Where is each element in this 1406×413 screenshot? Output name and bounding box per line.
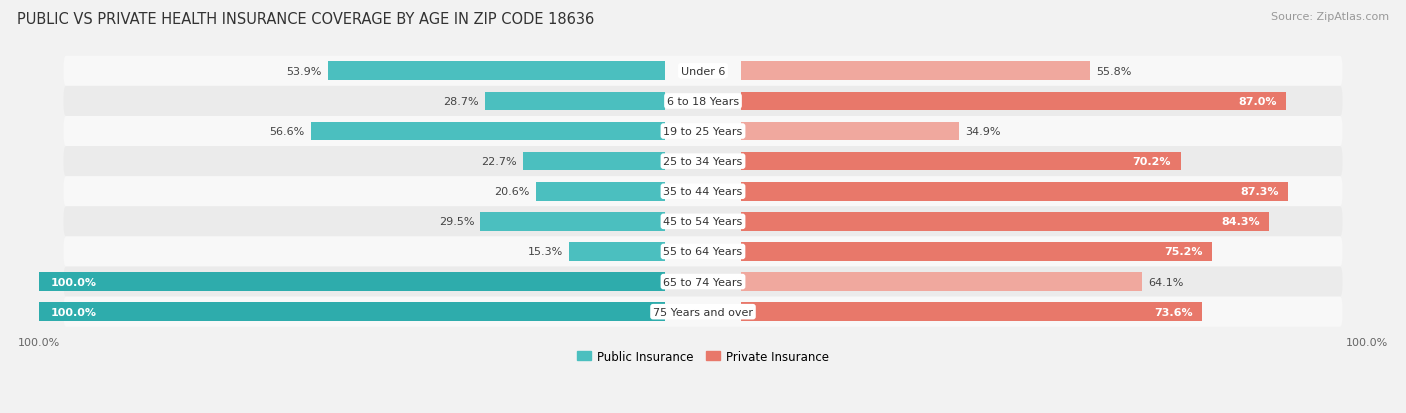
FancyBboxPatch shape — [63, 87, 1343, 117]
Text: 28.7%: 28.7% — [444, 97, 479, 107]
Bar — [741, 303, 1202, 321]
Bar — [485, 93, 665, 111]
Bar — [741, 62, 1091, 81]
Bar — [38, 303, 665, 321]
FancyBboxPatch shape — [63, 117, 1343, 147]
FancyBboxPatch shape — [63, 237, 1343, 267]
Bar — [536, 183, 665, 201]
Text: PUBLIC VS PRIVATE HEALTH INSURANCE COVERAGE BY AGE IN ZIP CODE 18636: PUBLIC VS PRIVATE HEALTH INSURANCE COVER… — [17, 12, 595, 27]
Bar — [38, 273, 665, 291]
Text: 100.0%: 100.0% — [51, 277, 97, 287]
Text: 55 to 64 Years: 55 to 64 Years — [664, 247, 742, 257]
Bar — [741, 93, 1286, 111]
Text: Under 6: Under 6 — [681, 66, 725, 77]
Text: 53.9%: 53.9% — [285, 66, 321, 77]
Text: 35 to 44 Years: 35 to 44 Years — [664, 187, 742, 197]
Bar — [569, 242, 665, 261]
Bar — [328, 62, 665, 81]
Bar — [741, 122, 959, 141]
Bar — [741, 273, 1143, 291]
Text: 84.3%: 84.3% — [1220, 217, 1260, 227]
FancyBboxPatch shape — [63, 57, 1343, 87]
Text: 6 to 18 Years: 6 to 18 Years — [666, 97, 740, 107]
Text: 29.5%: 29.5% — [439, 217, 474, 227]
Bar — [481, 213, 665, 231]
Bar — [741, 183, 1288, 201]
Text: 22.7%: 22.7% — [481, 157, 517, 167]
Bar — [741, 152, 1181, 171]
Text: 65 to 74 Years: 65 to 74 Years — [664, 277, 742, 287]
FancyBboxPatch shape — [63, 177, 1343, 207]
Text: 70.2%: 70.2% — [1133, 157, 1171, 167]
Text: 87.3%: 87.3% — [1240, 187, 1278, 197]
Legend: Public Insurance, Private Insurance: Public Insurance, Private Insurance — [572, 345, 834, 368]
Text: 55.8%: 55.8% — [1097, 66, 1132, 77]
Text: 87.0%: 87.0% — [1239, 97, 1277, 107]
Text: 64.1%: 64.1% — [1149, 277, 1184, 287]
Text: 75 Years and over: 75 Years and over — [652, 307, 754, 317]
Text: 20.6%: 20.6% — [495, 187, 530, 197]
Text: 73.6%: 73.6% — [1154, 307, 1192, 317]
Text: 56.6%: 56.6% — [269, 127, 304, 137]
Text: 25 to 34 Years: 25 to 34 Years — [664, 157, 742, 167]
Bar — [741, 213, 1270, 231]
FancyBboxPatch shape — [63, 297, 1343, 327]
FancyBboxPatch shape — [63, 267, 1343, 297]
Text: 19 to 25 Years: 19 to 25 Years — [664, 127, 742, 137]
Text: 45 to 54 Years: 45 to 54 Years — [664, 217, 742, 227]
Text: 75.2%: 75.2% — [1164, 247, 1202, 257]
Text: 100.0%: 100.0% — [51, 307, 97, 317]
Bar — [523, 152, 665, 171]
Bar — [741, 242, 1212, 261]
FancyBboxPatch shape — [63, 207, 1343, 237]
Text: Source: ZipAtlas.com: Source: ZipAtlas.com — [1271, 12, 1389, 22]
Text: 15.3%: 15.3% — [529, 247, 564, 257]
Text: 34.9%: 34.9% — [966, 127, 1001, 137]
Bar — [311, 122, 665, 141]
FancyBboxPatch shape — [63, 147, 1343, 177]
